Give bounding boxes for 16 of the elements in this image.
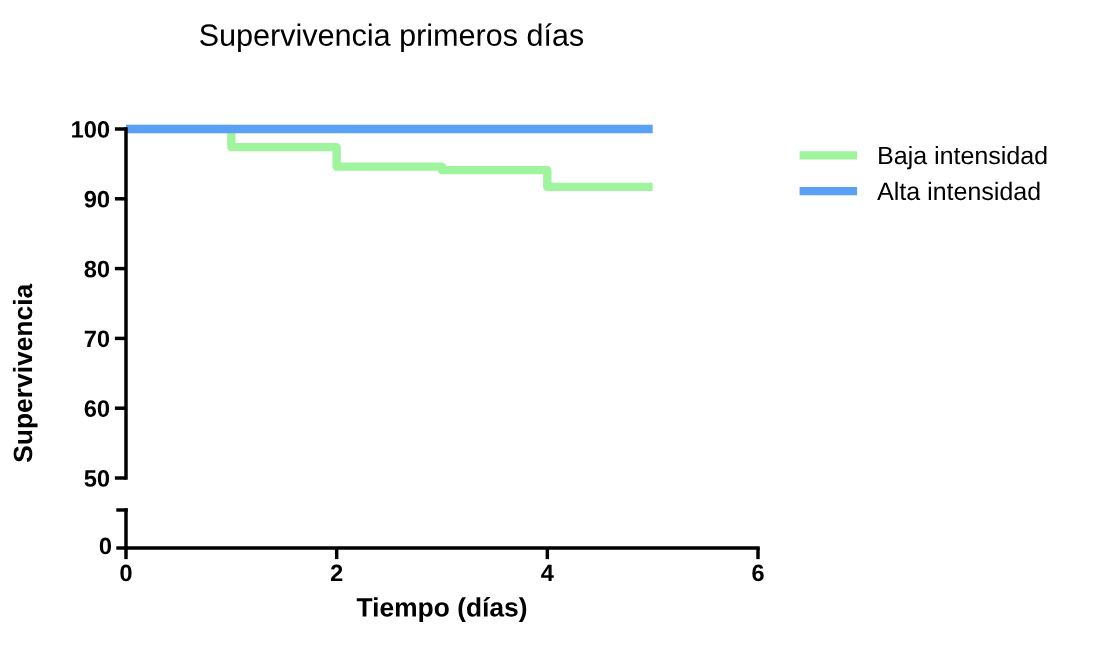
x-tick-label: 4 [541,564,554,582]
x-tick-label: 6 [752,564,764,582]
y-tick-label: 50 [84,470,110,487]
legend-label: Baja intensidad [879,145,1047,170]
y-tick-label: 70 [84,330,110,348]
legend-label: Alta intensidad [877,181,1040,201]
x-tick-label: 2 [330,564,343,582]
y-tick-label: 100 [72,121,110,138]
y-tick-label: 60 [84,400,110,417]
y-tick-label: 90 [84,190,110,208]
y-axis-title: Supervivencia [12,283,38,463]
y-tick-label: 80 [84,260,110,278]
x-tick-label: 0 [120,564,132,582]
x-axis-title: Tiempo (días) [356,597,527,622]
text: 0 [99,537,112,555]
chart-title: Supervivencia primeros días [200,23,584,53]
